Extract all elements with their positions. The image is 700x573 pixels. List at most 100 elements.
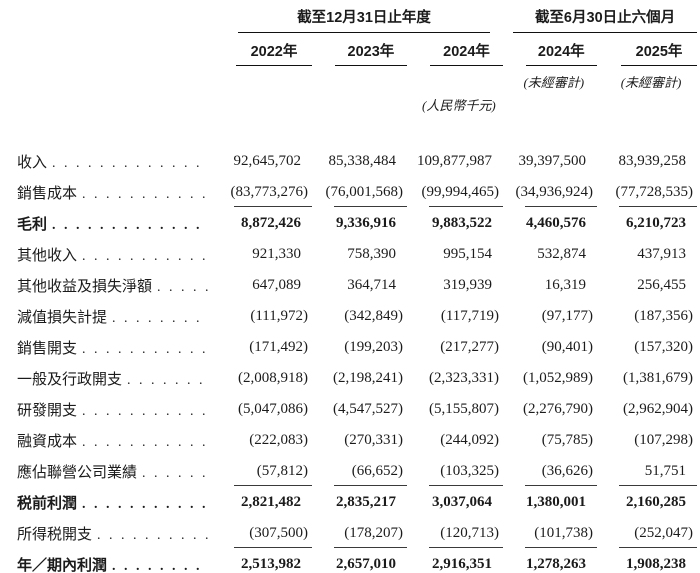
row-label-text: 所得税開支: [17, 527, 93, 543]
cell-value: (307,500): [212, 518, 312, 549]
cell-value: 2,657,010: [312, 549, 407, 573]
table-row: 税前利潤 2,821,482 2,835,217 3,037,064 1,380,001…: [0, 487, 697, 518]
header-spacer: [0, 33, 212, 66]
row-label: 其他收入: [0, 239, 212, 270]
row-label-text: 銷售成本: [17, 186, 78, 202]
cell-value: 8,872,426: [241, 215, 301, 231]
row-label: 其他收益及損失淨額: [0, 270, 212, 301]
cell-value: (97,177): [541, 308, 594, 324]
table-row: 銷售成本 (83,773,276)(76,001,568)(99,994,465)…: [0, 177, 698, 208]
cell-value: 2,160,285: [626, 494, 687, 510]
row-label: 收入: [0, 146, 212, 177]
dot-leader: [82, 403, 208, 420]
cell-value: (5,047,086): [238, 401, 308, 417]
dot-leader: [127, 372, 208, 389]
cell-value: 437,913: [637, 246, 687, 262]
cell-value: (187,356): [634, 308, 694, 324]
cell-value: (90,401): [541, 339, 594, 355]
cell-value: 6,210,723: [626, 215, 687, 231]
row-label-text: 其他收入: [17, 248, 78, 264]
cell-value: (2,008,918): [238, 370, 308, 386]
cell-value: 256,455: [637, 277, 687, 293]
row-label-text: 研發開支: [17, 403, 78, 419]
dot-leader: [97, 527, 208, 544]
cell-value: 364,714: [347, 277, 396, 293]
cell-value: 85,338,484: [328, 153, 397, 169]
cell-value: 109,877,987: [417, 153, 493, 169]
cell-value: 83,939,258: [618, 153, 687, 169]
cell-value: 51,751: [597, 456, 698, 487]
unaudited-note-row: (未經審計) (未經審計): [0, 66, 697, 91]
period-group-annual: 截至12月31日止年度: [238, 6, 491, 33]
cell-value: (66,652): [312, 456, 407, 487]
cell-value: 2,821,482: [241, 494, 301, 510]
row-label: 應佔聯營公司業績: [0, 456, 212, 487]
cell-value: 16,319: [544, 277, 587, 293]
year-header-row: 2022年 2023年 2024年 2024年 2025年: [0, 33, 698, 66]
year-column-2023: 2023年: [334, 40, 407, 66]
row-label: 一般及行政開支: [0, 363, 212, 394]
table-row: 應佔聯營公司業績 (57,812)(66,652)(103,325)(36,626…: [0, 456, 698, 487]
unaudited-note: (未經審計): [523, 75, 585, 90]
cell-value: (1,052,989): [523, 370, 594, 386]
dot-leader: [82, 496, 208, 513]
row-label-text: 應佔聯營公司業績: [17, 465, 138, 481]
dot-leader: [52, 155, 208, 172]
cell-value: (342,849): [344, 308, 403, 324]
cell-value: (107,298): [634, 432, 694, 448]
year-column-2025-interim: 2025年: [621, 40, 698, 66]
cell-value: (75,785): [541, 432, 594, 448]
cell-value: (1,381,679): [623, 370, 694, 386]
year-column-2022: 2022年: [236, 40, 312, 66]
currency-note-row: (人民幣千元): [0, 91, 697, 146]
cell-value: (103,325): [407, 456, 504, 487]
cell-value: (83,773,276): [212, 177, 312, 208]
cell-value: 319,939: [443, 277, 493, 293]
cell-value: (4,547,527): [333, 401, 403, 417]
cell-value: (2,323,331): [429, 370, 500, 386]
cell-value: (2,962,904): [623, 401, 694, 417]
cell-value: (2,198,241): [333, 370, 403, 386]
cell-value: 2,513,982: [212, 549, 312, 573]
header-spacer: [0, 0, 212, 33]
cell-value: (101,738): [503, 518, 598, 549]
table-row: 減值損失計提 (111,972) (342,849) (117,719) (97,177…: [0, 301, 697, 332]
table-row: 一般及行政開支 (2,008,918) (2,198,241) (2,323,331)…: [0, 363, 697, 394]
row-label: 所得税開支: [0, 518, 212, 549]
cell-value: (222,083): [249, 432, 308, 448]
cell-value: (76,001,568): [312, 177, 407, 208]
row-label: 銷售成本: [0, 177, 212, 208]
table-row: 其他收入 921,330 758,390 995,154 532,874 437,913: [0, 239, 697, 270]
table-row: 銷售開支 (171,492) (199,203) (217,277) (90,401) (…: [0, 332, 697, 363]
unaudited-note: (未經審計): [620, 75, 682, 90]
dot-leader: [82, 186, 208, 203]
table-row: 其他收益及損失淨額 647,089 364,714 319,939 16,319 256,…: [0, 270, 697, 301]
cell-value: (34,936,924): [503, 177, 598, 208]
cell-value: (178,207): [312, 518, 407, 549]
dot-leader: [52, 217, 208, 234]
cell-value: (252,047): [597, 518, 698, 549]
cell-value: 758,390: [347, 246, 396, 262]
cell-value: (2,276,790): [523, 401, 594, 417]
row-label: 年／期內利潤: [0, 549, 212, 573]
period-group-interim: 截至6月30日止六個月: [513, 6, 698, 33]
cell-value: 92,645,702: [233, 153, 302, 169]
cell-value: 39,397,500: [518, 153, 587, 169]
table-row: 年／期內利潤 2,513,9822,657,0102,916,3511,278,2…: [0, 549, 697, 573]
table-row: 毛利 8,872,426 9,336,916 9,883,522 4,460,576 6,…: [0, 208, 697, 239]
cell-value: (77,728,535): [597, 177, 698, 208]
cell-value: 2,835,217: [336, 494, 396, 510]
cell-value: 1,908,238: [597, 549, 697, 573]
cell-value: 3,037,064: [432, 494, 493, 510]
cell-value: 995,154: [443, 246, 493, 262]
cell-value: 647,089: [252, 277, 301, 293]
dot-leader: [112, 558, 208, 573]
year-column-2024-interim: 2024年: [525, 40, 598, 66]
dot-leader: [82, 341, 208, 358]
row-label: 融資成本: [0, 425, 212, 456]
cell-value: (217,277): [440, 339, 500, 355]
dot-leader: [142, 465, 208, 482]
row-label-text: 年／期內利潤: [17, 557, 108, 573]
table-body: 收入 92,645,702 85,338,484 109,877,987 39,397,…: [0, 146, 698, 573]
